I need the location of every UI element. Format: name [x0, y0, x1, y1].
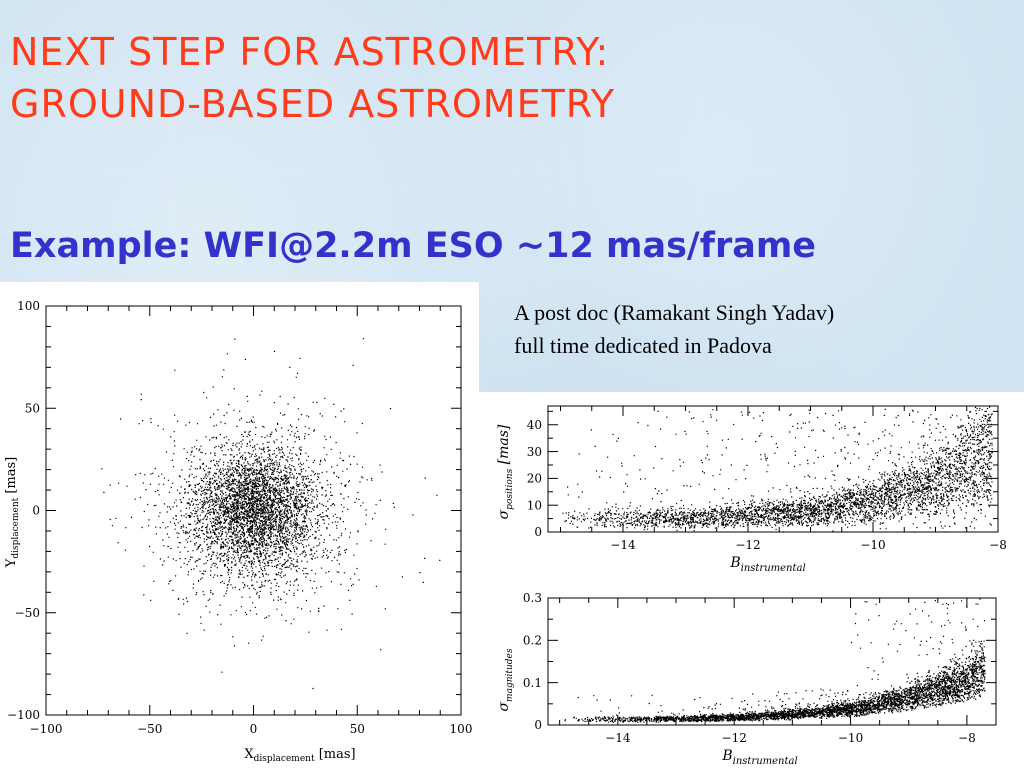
- sigma-positions-ticks: [548, 406, 999, 533]
- sigma-positions-chart: −14 −12 −10 −8 0 10 20 30 40 Binstrumental σposi…: [496, 405, 1007, 574]
- sigma-magnitudes-chart: −14 −12 −10 −8 0 0.1 0.2 0.3 Binstrumental σmag…: [496, 591, 997, 767]
- example-heading: Example: WFI@2.2m ESO ~12 mas/frame: [10, 226, 817, 266]
- sigma-positions-y-axis-label: σpositions [mas]: [496, 424, 515, 519]
- sigma-positions-x-tick-label: −8: [989, 538, 1007, 552]
- sigma-magnitudes-x-tick-label: −12: [722, 731, 747, 745]
- sigma-positions-y-tick-label: 0: [534, 525, 542, 539]
- displacement-scatter-panel: −100 −50 0 50 100 −100 −50 0 50 100 Xdisplacement…: [0, 282, 479, 768]
- sigma-positions-plot-frame: [547, 405, 999, 533]
- sigma-magnitudes-points: [564, 598, 986, 723]
- sigma-positions-x-tick-label: −12: [735, 538, 760, 552]
- sigma-magnitudes-y-tick-label: 0.1: [523, 676, 542, 690]
- sigma-positions-x-axis-label: Binstrumental: [729, 555, 805, 574]
- sigma-magnitudes-x-tick-label: −10: [838, 731, 863, 745]
- displacement-x-tick-label: −100: [30, 722, 63, 736]
- displacement-y-tick-label: 100: [17, 299, 40, 313]
- displacement-y-tick-label: 0: [32, 504, 40, 518]
- note-line-1: A post doc (Ramakant Singh Yadav): [514, 300, 835, 325]
- sigma-magnitudes-ticks: [548, 597, 997, 726]
- displacement-scatter-chart: −100 −50 0 50 100 −100 −50 0 50 100 Xdisplacement…: [4, 299, 472, 764]
- displacement-x-tick-label: 50: [350, 722, 365, 736]
- sigma-positions-y-tick-label: 40: [527, 418, 542, 432]
- displacement-plot-frame: [45, 305, 462, 716]
- note-line-2: full time dedicated in Padova: [514, 333, 772, 358]
- sigma-magnitudes-y-tick-label: 0.3: [523, 591, 542, 605]
- sigma-magnitudes-plot-frame: [547, 597, 997, 726]
- displacement-tick-labels: −100 −50 0 50 100 −100 −50 0 50 100: [7, 299, 472, 736]
- displacement-x-tick-label: −50: [137, 722, 162, 736]
- sigma-magnitudes-x-tick-label: −14: [605, 731, 631, 745]
- title-line-2: GROUND-BASED ASTROMETRY: [10, 82, 615, 126]
- sigma-magnitudes-point-cloud: [564, 598, 986, 723]
- sigma-magnitudes-y-tick-label: 0: [534, 718, 542, 732]
- sigma-positions-point-cloud: [562, 406, 993, 533]
- sigma-magnitudes-y-axis-label: σmagnitudes: [496, 648, 515, 711]
- sigma-positions-y-tick-label: 30: [527, 445, 542, 459]
- sigma-magnitudes-panel: −14 −12 −10 −8 0 0.1 0.2 0.3 Binstrumental σmag…: [478, 580, 1024, 768]
- sigma-positions-y-tick-label: 10: [527, 498, 542, 512]
- displacement-x-tick-label: 100: [450, 722, 473, 736]
- sigma-magnitudes-x-tick-label: −8: [958, 731, 976, 745]
- displacement-point-cloud: [101, 338, 441, 690]
- sigma-positions-points: [562, 406, 993, 533]
- sigma-magnitudes-x-axis-label: Binstrumental: [721, 748, 797, 767]
- sigma-positions-panel: −14 −12 −10 −8 0 10 20 30 40 Binstrumental σposi…: [478, 392, 1024, 580]
- displacement-y-axis-label: Ydisplacement [mas]: [4, 457, 21, 569]
- sigma-magnitudes-tick-labels: −14 −12 −10 −8 0 0.1 0.2 0.3: [523, 591, 976, 745]
- title-line-1: NEXT STEP FOR ASTROMETRY:: [10, 30, 610, 74]
- slide-title: NEXT STEP FOR ASTROMETRY: GROUND-BASED A…: [10, 26, 615, 130]
- sigma-positions-y-tick-label: 20: [527, 472, 542, 486]
- displacement-points: [101, 338, 441, 690]
- sigma-positions-x-tick-label: −14: [610, 538, 636, 552]
- displacement-x-axis-label: Xdisplacement [mas]: [244, 747, 355, 764]
- sigma-magnitudes-y-tick-label: 0.2: [523, 634, 542, 648]
- displacement-x-tick-label: 0: [250, 722, 258, 736]
- displacement-y-tick-label: −50: [15, 606, 40, 620]
- sigma-positions-x-tick-label: −10: [860, 538, 885, 552]
- sigma-positions-tick-labels: −14 −12 −10 −8 0 10 20 30 40: [527, 418, 1007, 552]
- displacement-y-tick-label: −100: [7, 708, 40, 722]
- displacement-y-tick-label: 50: [25, 401, 40, 415]
- postdoc-note: A post doc (Ramakant Singh Yadav) full t…: [514, 296, 1019, 362]
